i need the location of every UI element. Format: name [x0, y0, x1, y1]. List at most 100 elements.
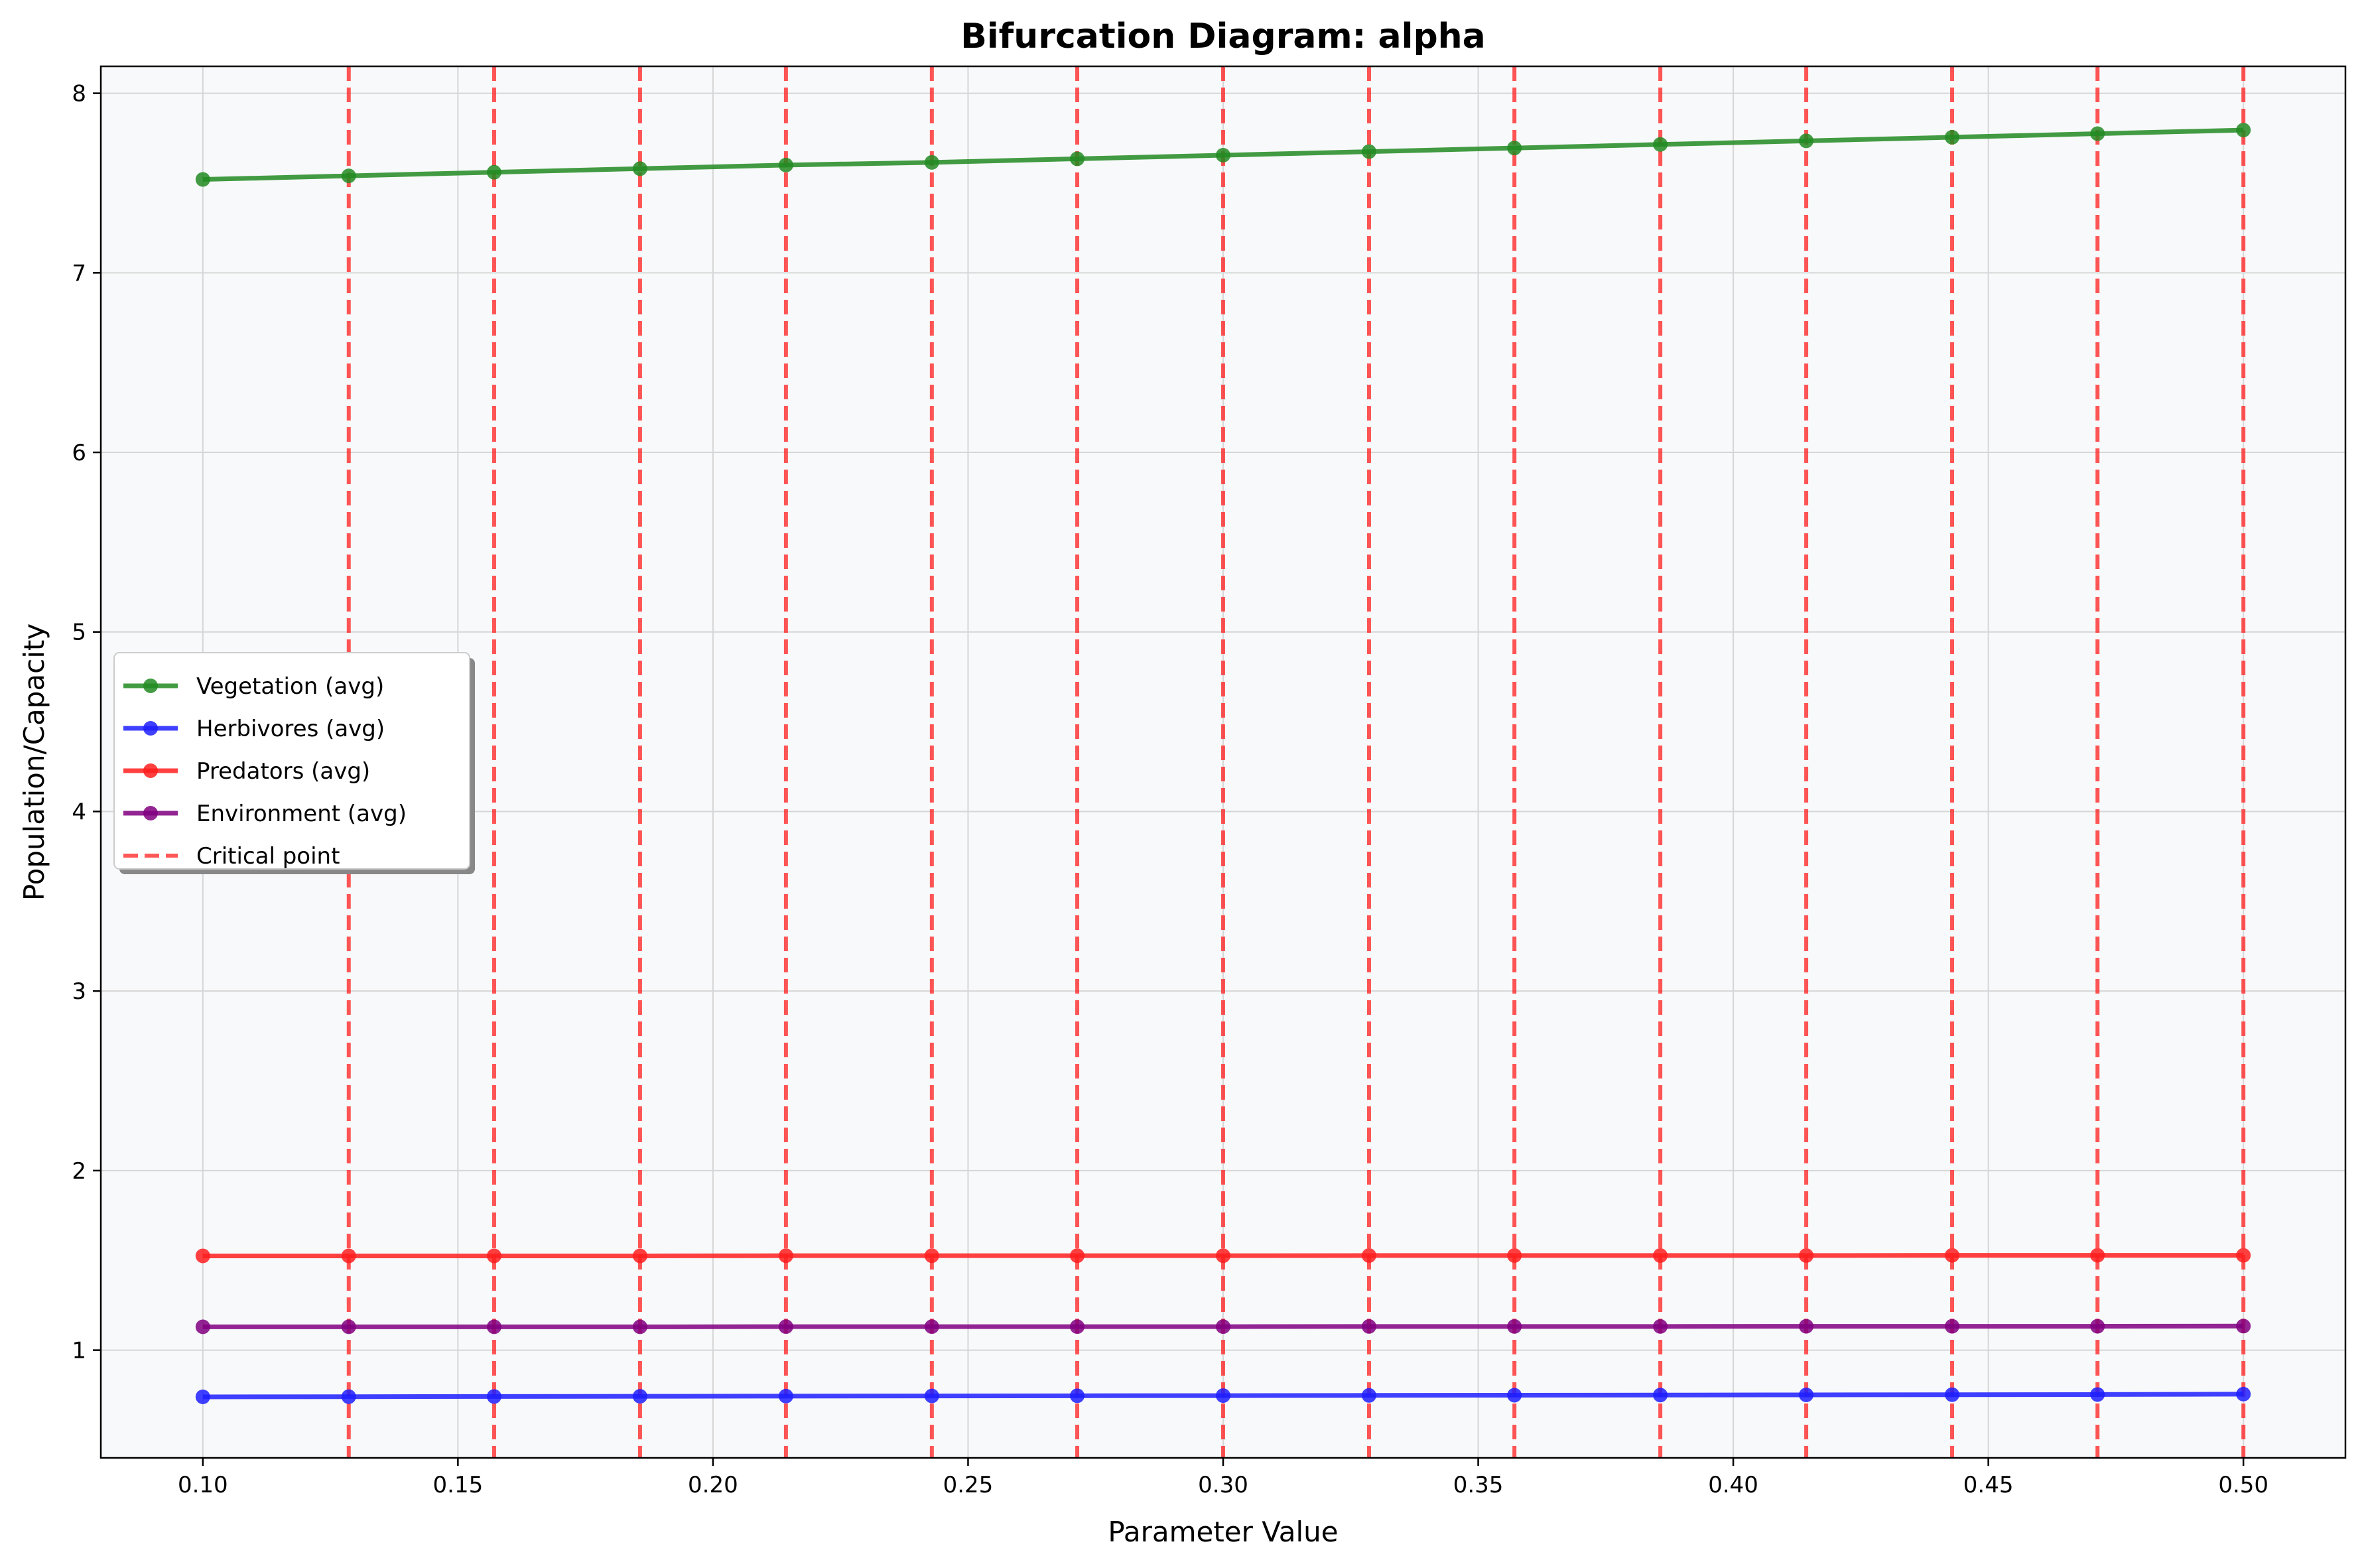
data-point	[1507, 141, 1522, 156]
data-point	[2090, 126, 2105, 141]
data-point	[778, 1388, 793, 1404]
legend-swatch-marker	[143, 679, 158, 693]
data-point	[632, 1389, 647, 1404]
legend-label: Environment (avg)	[196, 801, 407, 827]
data-point	[1070, 151, 1085, 166]
data-point	[778, 157, 793, 172]
data-point	[632, 161, 647, 176]
y-tick-label: 1	[72, 1338, 86, 1364]
data-point	[1070, 1388, 1085, 1404]
y-tick-label: 6	[72, 440, 86, 466]
data-point	[341, 168, 356, 184]
y-tick-label: 3	[72, 978, 86, 1005]
data-point	[486, 164, 501, 180]
data-point	[2236, 123, 2251, 138]
data-point	[1653, 1319, 1668, 1334]
data-point	[1799, 1248, 1814, 1263]
data-point	[195, 1248, 210, 1264]
x-tick-label: 0.35	[1453, 1472, 1504, 1498]
data-point	[2236, 1386, 2251, 1402]
data-point	[2090, 1319, 2105, 1334]
x-tick-label: 0.15	[433, 1472, 484, 1498]
legend-item: Herbivores (avg)	[123, 716, 385, 742]
legend-label: Vegetation (avg)	[196, 673, 384, 700]
data-point	[1216, 1388, 1230, 1404]
data-point	[632, 1319, 647, 1335]
data-point	[2236, 1319, 2251, 1334]
x-tick-label: 0.30	[1198, 1472, 1248, 1498]
data-point	[1799, 1387, 1814, 1402]
x-axis-ticks: 0.10 0.15 0.20 0.25 0.30 0.35 0.40 0.45 0.50	[178, 1458, 2268, 1498]
y-tick-label: 5	[72, 620, 86, 646]
data-point	[2090, 1248, 2105, 1263]
data-point	[341, 1248, 356, 1264]
y-tick-label: 7	[72, 260, 86, 287]
data-point	[1945, 1248, 1960, 1263]
data-point	[924, 1248, 939, 1264]
data-point	[1945, 129, 1960, 145]
y-tick-label: 8	[72, 81, 86, 107]
critical-point-lines	[346, 66, 2246, 1458]
data-point	[195, 1319, 210, 1335]
data-point	[1361, 1388, 1376, 1403]
legend-item: Predators (avg)	[123, 758, 370, 785]
legend-item: Critical point	[123, 843, 340, 870]
data-point	[632, 1248, 647, 1264]
data-point	[2236, 1248, 2251, 1263]
data-point	[1799, 133, 1814, 149]
data-point	[1216, 1319, 1230, 1335]
data-point	[924, 155, 939, 170]
data-point	[1507, 1388, 1522, 1403]
data-point	[1216, 1248, 1230, 1264]
legend: Vegetation (avg) Herbivores (avg) Predator…	[113, 652, 475, 874]
data-point	[1653, 1248, 1668, 1263]
legend-item: Environment (avg)	[123, 801, 407, 827]
x-tick-label: 0.10	[178, 1472, 228, 1498]
data-point	[924, 1388, 939, 1404]
legend-item: Vegetation (avg)	[123, 673, 384, 700]
data-point	[1507, 1248, 1522, 1263]
x-axis-label: Parameter Value	[1108, 1516, 1338, 1548]
data-point	[1070, 1319, 1085, 1335]
data-point	[1070, 1248, 1085, 1264]
legend-swatch-marker	[143, 721, 158, 736]
legend-label: Predators (avg)	[196, 758, 370, 785]
data-point	[1799, 1319, 1814, 1334]
y-tick-label: 2	[72, 1158, 86, 1185]
x-tick-label: 0.20	[688, 1472, 738, 1498]
y-tick-label: 4	[72, 799, 86, 825]
data-point	[1653, 137, 1668, 152]
series-environment-avg	[195, 1319, 2251, 1335]
legend-label: Herbivores (avg)	[196, 716, 385, 742]
data-point	[486, 1389, 501, 1404]
legend-swatch-marker	[143, 806, 158, 820]
y-axis-ticks: 1 2 3 4 5 6 7 8	[72, 81, 101, 1364]
chart-title: Bifurcation Diagram: alpha	[960, 17, 1486, 56]
series-vegetation-avg	[195, 123, 2251, 187]
legend-swatch-marker	[143, 763, 158, 778]
data-point	[1945, 1387, 1960, 1402]
data-point	[1216, 148, 1230, 163]
data-point	[486, 1248, 501, 1264]
data-point	[341, 1389, 356, 1404]
data-point	[924, 1319, 939, 1335]
data-point	[778, 1248, 793, 1264]
data-point	[1507, 1319, 1522, 1334]
x-tick-label: 0.45	[1963, 1472, 2014, 1498]
data-point	[195, 1389, 210, 1404]
data-point	[1361, 1319, 1376, 1334]
data-point	[778, 1319, 793, 1335]
x-tick-label: 0.25	[943, 1472, 994, 1498]
data-point	[1361, 144, 1376, 159]
series-predators-avg	[195, 1248, 2251, 1264]
data-point	[1361, 1248, 1376, 1263]
data-point	[195, 172, 210, 187]
data-point	[486, 1319, 501, 1335]
data-point	[2090, 1387, 2105, 1402]
legend-label: Critical point	[196, 843, 340, 870]
data-series	[195, 123, 2251, 1404]
series-herbivores-avg	[195, 1386, 2251, 1404]
data-point	[1653, 1388, 1668, 1403]
data-point	[1945, 1319, 1960, 1334]
